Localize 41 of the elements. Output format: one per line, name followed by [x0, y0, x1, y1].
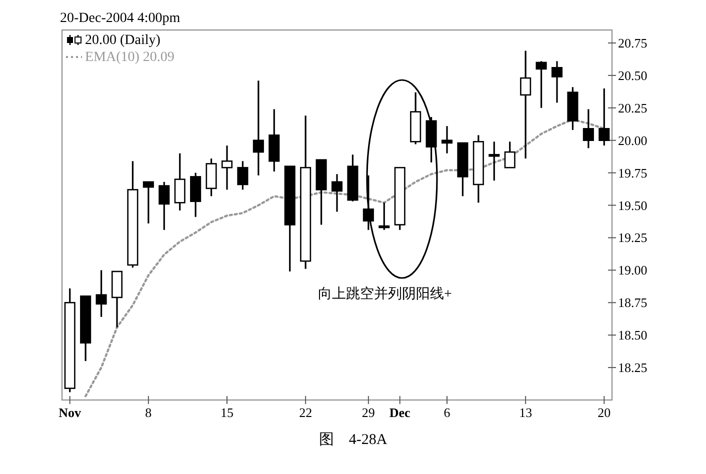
candlestick	[536, 60, 547, 109]
candlestick	[221, 144, 233, 190]
y-tick-label: 18.25	[618, 360, 648, 376]
candlestick	[582, 108, 594, 149]
x-tick-label: 6	[444, 405, 451, 420]
candlestick	[96, 269, 107, 318]
y-tick-label: 20.25	[618, 100, 648, 116]
y-tick-label: 20.00	[618, 132, 648, 148]
x-tick-label: Nov	[58, 405, 82, 420]
y-tick-label: 20.75	[618, 35, 648, 50]
candlestick	[441, 125, 453, 154]
annotation: 图 4-28A	[318, 432, 388, 448]
y-tick-label: 19.50	[618, 198, 648, 213]
candlestick	[252, 80, 264, 176]
candlestick	[174, 152, 186, 212]
candlestick	[142, 181, 154, 224]
legend-label: EMA(10) 20.09	[85, 50, 174, 65]
x-tick-label: 8	[145, 405, 152, 420]
y-tick-label: 18.75	[618, 295, 648, 310]
y-tick-label: 18.50	[618, 328, 648, 343]
y-tick-label: 19.75	[618, 165, 648, 180]
candlestick	[331, 173, 343, 213]
y-tick-label: 19.25	[618, 230, 648, 246]
candlestick	[378, 202, 390, 231]
x-tick-label: 20	[598, 405, 611, 420]
candlestick	[504, 140, 516, 168]
legend-label: 20.00 (Daily)	[85, 33, 161, 48]
candlestick	[237, 160, 248, 190]
x-tick-label: Dec	[389, 405, 411, 420]
x-tick-label: 15	[220, 405, 234, 420]
x-tick-label: 13	[519, 405, 532, 420]
title: 20-Dec-2004 4:00pm	[60, 11, 180, 26]
annotation: 向上跳空并列阴阳线+	[318, 287, 452, 302]
candlestick	[488, 140, 500, 182]
candlestick	[158, 181, 170, 231]
y-tick-label: 20.50	[618, 68, 648, 83]
y-tick-label: 19.00	[618, 262, 648, 278]
candlestick	[520, 50, 532, 160]
candlestick	[551, 60, 563, 104]
x-tick-label: 29	[362, 405, 375, 420]
x-tick-label: 22	[299, 405, 312, 420]
